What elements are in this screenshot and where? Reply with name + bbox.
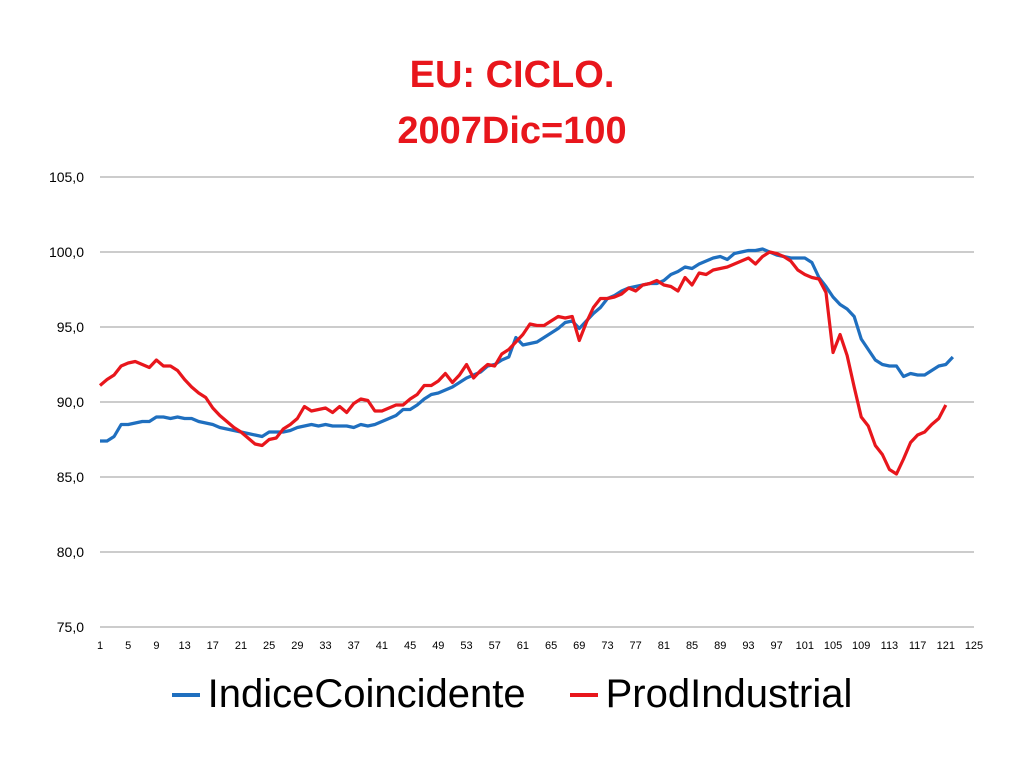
y-tick-label: 95,0: [57, 319, 84, 335]
y-tick-label: 85,0: [57, 469, 84, 485]
chart-title: EU: CICLO.: [409, 54, 615, 96]
legend-label-indice: IndiceCoincidente: [207, 672, 526, 716]
x-tick-label: 81: [658, 640, 670, 652]
x-tick-label: 85: [686, 640, 698, 652]
legend-item-prod: ProdIndustrial: [569, 672, 853, 717]
x-tick-label: 65: [545, 640, 557, 652]
y-tick-label: 105,0: [49, 169, 84, 185]
x-tick-label: 53: [460, 640, 472, 652]
x-tick-label: 125: [965, 640, 983, 652]
x-tick-label: 117: [909, 640, 927, 652]
y-tick-label: 100,0: [49, 244, 84, 260]
series-line-indice: [100, 247, 955, 443]
y-tick-label: 80,0: [57, 544, 84, 560]
x-tick-label: 69: [573, 640, 585, 652]
x-tick-label: 97: [771, 640, 783, 652]
y-axis: 75,0 80,0 85,0 90,0 95,0 100,0 105,0: [49, 169, 84, 635]
x-tick-label: 77: [630, 640, 642, 652]
x-tick-label: 17: [207, 640, 219, 652]
x-tick-label: 105: [824, 640, 842, 652]
x-tick-label: 89: [714, 640, 726, 652]
x-tick-label: 37: [348, 640, 360, 652]
x-tick-label: 1: [97, 640, 103, 652]
chart-subtitle: 2007Dic=100: [397, 110, 627, 152]
series-lines: [98, 247, 955, 476]
legend-swatch-prod: [569, 692, 598, 697]
y-tick-label: 90,0: [57, 394, 84, 410]
x-tick-label: 21: [235, 640, 247, 652]
x-tick-label: 101: [796, 640, 814, 652]
gridlines: [100, 176, 974, 628]
x-tick-label: 5: [125, 640, 131, 652]
x-tick-label: 45: [404, 640, 416, 652]
x-tick-label: 73: [601, 640, 613, 652]
x-tick-label: 33: [319, 640, 331, 652]
y-tick-label: 75,0: [57, 619, 84, 635]
x-tick-label: 109: [852, 640, 870, 652]
x-tick-label: 29: [291, 640, 303, 652]
x-tick-label: 113: [881, 640, 899, 652]
x-tick-label: 9: [153, 640, 159, 652]
x-tick-label: 41: [376, 640, 388, 652]
x-tick-label: 25: [263, 640, 275, 652]
legend-item-indice: IndiceCoincidente: [171, 672, 526, 717]
x-tick-label: 13: [178, 640, 190, 652]
x-axis: 1 5 9 13 17 21 25 29 33 37 41 45 49 53 57 61 65 69 73 77 81 8…: [97, 640, 983, 652]
legend-swatch-indice: [171, 692, 200, 697]
legend: IndiceCoincidente ProdIndustrial: [0, 672, 1024, 717]
x-tick-label: 93: [742, 640, 754, 652]
x-tick-label: 57: [489, 640, 501, 652]
legend-label-prod: ProdIndustrial: [605, 672, 853, 716]
series-line-prod: [98, 250, 948, 476]
x-tick-label: 49: [432, 640, 444, 652]
x-tick-label: 121: [937, 640, 955, 652]
x-tick-label: 61: [517, 640, 529, 652]
